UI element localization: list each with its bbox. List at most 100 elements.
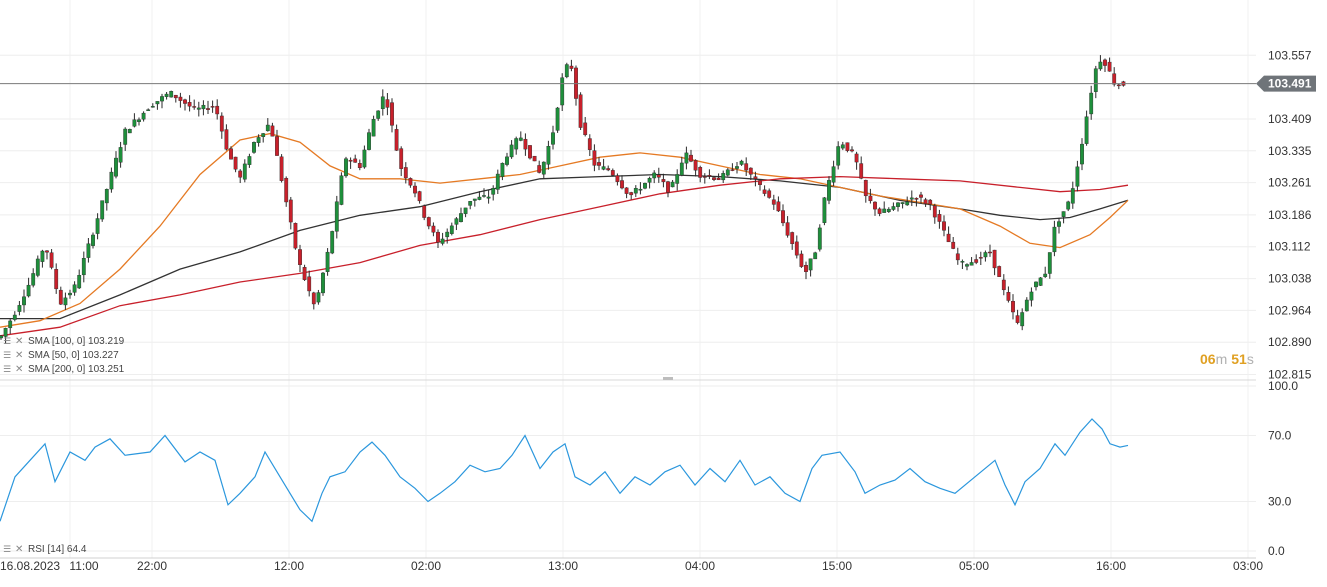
candle-down <box>403 167 408 179</box>
candle-up <box>813 252 818 260</box>
rsi-y-tick-label: 70.0 <box>1268 429 1292 443</box>
candle-up <box>160 96 164 102</box>
sma-200-legend[interactable]: ☰ ✕ SMA [200, 0] 103.251 <box>3 364 125 375</box>
sma-100-legend[interactable]: ☰ ✕ SMA [100, 0] 103.219 <box>3 336 125 347</box>
candle-down <box>776 201 781 212</box>
candle-up <box>679 162 684 176</box>
candle-up <box>459 213 463 223</box>
candle-up <box>495 173 500 190</box>
rsi-y-tick-label: 30.0 <box>1268 495 1292 509</box>
candle-down <box>716 177 721 181</box>
candle-down <box>767 190 772 198</box>
candle-down <box>394 129 399 151</box>
candle-up <box>472 198 477 201</box>
candle-up <box>261 133 266 137</box>
candle-up <box>40 250 45 262</box>
candle-down <box>279 156 284 181</box>
candle-up <box>1057 221 1061 227</box>
candle-down <box>1001 279 1006 291</box>
candle-down <box>748 167 753 175</box>
candle-down <box>629 192 634 196</box>
rsi-legend[interactable]: ☰ ✕ RSI [14] 64.4 <box>3 544 87 555</box>
candle-down <box>689 154 693 162</box>
rsi-grid <box>0 385 1256 552</box>
candle-down <box>620 180 624 189</box>
candle-down <box>997 266 1002 277</box>
sma-100-line <box>0 173 1129 320</box>
candle-up <box>675 174 680 184</box>
candle-down <box>661 179 666 183</box>
candle-down <box>597 162 601 166</box>
candle-up <box>1075 166 1080 187</box>
candle-down <box>666 181 670 193</box>
candle-down <box>744 163 749 171</box>
candle-up <box>201 104 206 110</box>
candle-down <box>693 160 698 171</box>
candle-down <box>238 170 243 178</box>
candle-up <box>86 243 91 258</box>
settings-icon[interactable]: ☰ <box>3 364 11 374</box>
x-tick-label: 16:00 <box>1096 559 1126 573</box>
price-y-tick-label: 103.557 <box>1268 48 1312 62</box>
svg-text:RSI [14] 64.4: RSI [14] 64.4 <box>28 544 87 555</box>
candle-down <box>854 153 859 163</box>
candle-down <box>270 125 275 137</box>
rsi-y-tick-label: 0.0 <box>1268 544 1285 558</box>
countdown-minutes-unit: m <box>1216 351 1228 367</box>
sma-50-name: SMA <box>28 350 50 361</box>
candle-down <box>206 108 210 110</box>
settings-icon[interactable]: ☰ <box>3 336 11 346</box>
candle-down <box>1011 300 1015 313</box>
candle-down <box>224 129 229 150</box>
candle-up <box>0 335 3 339</box>
candle-down <box>357 163 362 169</box>
candle-down <box>422 205 427 218</box>
candle-down <box>606 168 611 171</box>
candle-up <box>505 156 509 165</box>
settings-icon[interactable]: ☰ <box>3 350 11 360</box>
candle-down <box>698 167 703 178</box>
candle-up <box>652 172 657 179</box>
candle-down <box>771 199 776 205</box>
rsi-value: 64.4 <box>67 544 87 555</box>
remove-icon[interactable]: ✕ <box>15 350 23 361</box>
candle-up <box>1043 273 1048 277</box>
candle-up <box>449 225 454 234</box>
candle-up <box>541 161 546 175</box>
candle-up <box>81 258 86 276</box>
candle-up <box>1038 277 1043 286</box>
candle-down <box>610 170 615 176</box>
candle-up <box>882 208 887 213</box>
rsi-name: RSI <box>28 544 45 555</box>
candle-up <box>77 275 82 289</box>
sma-50-legend[interactable]: ☰ ✕ SMA [50, 0] 103.227 <box>3 350 119 361</box>
candle-down <box>974 259 979 263</box>
x-tick-label: 13:00 <box>548 559 578 573</box>
candle-up <box>100 200 105 220</box>
candle-up <box>468 201 473 206</box>
candle-down <box>192 106 197 108</box>
remove-icon[interactable]: ✕ <box>15 544 23 555</box>
settings-icon[interactable]: ☰ <box>3 544 11 554</box>
sma-200-value: 103.251 <box>88 364 125 375</box>
remove-icon[interactable]: ✕ <box>15 336 23 347</box>
candle-up <box>109 171 114 190</box>
candle-up <box>371 119 376 137</box>
candle-down <box>413 185 417 194</box>
candle-up <box>1052 226 1057 253</box>
candle-down <box>992 249 997 269</box>
candle-up <box>150 106 155 108</box>
candle-up <box>482 195 486 197</box>
candle-down <box>1015 315 1020 323</box>
candle-up <box>252 142 256 153</box>
candle-up <box>564 64 569 78</box>
candle-up <box>123 128 128 145</box>
candle-up <box>376 110 381 119</box>
remove-icon[interactable]: ✕ <box>15 364 23 375</box>
candle-up <box>1080 143 1084 165</box>
panel-resize-handle[interactable] <box>663 377 673 380</box>
countdown-seconds-unit: s <box>1247 351 1254 367</box>
candle-down <box>578 94 583 128</box>
